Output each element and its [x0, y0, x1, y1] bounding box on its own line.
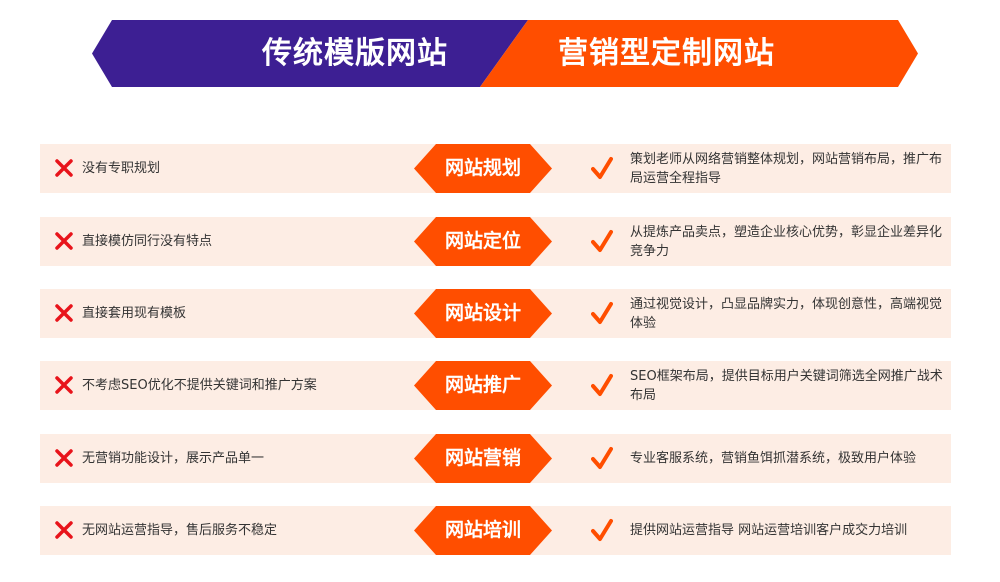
traditional-drawback: 无营销功能设计，展示产品单一: [82, 451, 265, 466]
check-icon: [591, 230, 613, 252]
check-icon: [591, 447, 613, 469]
marketing-benefit-text: 提供网站运营指导 网站运营培训客户成交力培训: [630, 523, 908, 538]
check-icon: [591, 519, 613, 541]
feature-badge: 网站设计: [414, 289, 552, 338]
feature-badge: 网站培训: [414, 506, 552, 555]
cross-icon: [55, 232, 73, 250]
marketing-benefit-text: SEO框架布局，提供目标用户关键词筛选全网推广战术布局: [630, 368, 943, 403]
traditional-drawback: 无网站运营指导，售后服务不稳定: [82, 523, 278, 538]
feature-badge: 网站营销: [414, 434, 552, 483]
comparison-banner: 传统模版网站 营销型定制网站: [92, 20, 918, 87]
check-icon: [591, 374, 613, 396]
marketing-benefit: 从提炼产品卖点，塑造企业核心优势，彰显企业差异化竞争力: [630, 217, 945, 266]
comparison-row: 直接模仿同行没有特点 网站定位 从提炼产品卖点，塑造企业核心优势，彰显企业差异化…: [40, 217, 951, 266]
marketing-benefit-text: 专业客服系统，营销鱼饵抓潜系统，极致用户体验: [630, 451, 917, 466]
cross-icon: [55, 521, 73, 539]
marketing-benefit: 策划老师从网络营销整体规划，网站营销布局，推广布局运营全程指导: [630, 144, 945, 193]
marketing-benefit-text: 策划老师从网络营销整体规划，网站营销布局，推广布局运营全程指导: [630, 151, 943, 186]
marketing-benefit: SEO框架布局，提供目标用户关键词筛选全网推广战术布局: [630, 361, 945, 410]
cross-icon: [55, 449, 73, 467]
banner-shape: [92, 20, 918, 87]
traditional-drawback: 直接套用现有模板: [82, 306, 187, 321]
traditional-title: 传统模版网站: [262, 36, 448, 71]
cross-icon: [55, 376, 73, 394]
comparison-row: 不考虑SEO优化不提供关键词和推广方案 网站推广 SEO框架布局，提供目标用户关…: [40, 361, 951, 410]
feature-badge-label: 网站推广: [444, 374, 521, 396]
feature-badge: 网站定位: [414, 217, 552, 266]
comparison-row: 没有专职规划 网站规划 策划老师从网络营销整体规划，网站营销布局，推广布局运营全…: [40, 144, 951, 193]
comparison-row: 无营销功能设计，展示产品单一 网站营销 专业客服系统，营销鱼饵抓潜系统，极致用户…: [40, 434, 951, 483]
comparison-row: 无网站运营指导，售后服务不稳定 网站培训 提供网站运营指导 网站运营培训客户成交…: [40, 506, 951, 555]
feature-badge: 网站推广: [414, 361, 552, 410]
comparison-row: 直接套用现有模板 网站设计 通过视觉设计，凸显品牌实力，体现创意性，高端视觉体验: [40, 289, 951, 338]
feature-badge-label: 网站定位: [444, 230, 521, 252]
feature-badge: 网站规划: [414, 144, 552, 193]
cross-icon: [55, 304, 73, 322]
feature-badge-label: 网站营销: [444, 447, 521, 469]
feature-badge-label: 网站培训: [444, 519, 521, 541]
feature-badge-label: 网站设计: [444, 302, 521, 324]
cross-icon: [55, 159, 73, 177]
check-icon: [591, 302, 613, 324]
marketing-benefit: 专业客服系统，营销鱼饵抓潜系统，极致用户体验: [630, 434, 945, 483]
traditional-drawback: 不考虑SEO优化不提供关键词和推广方案: [82, 378, 317, 393]
feature-badge-label: 网站规划: [444, 157, 521, 179]
marketing-benefit-text: 从提炼产品卖点，塑造企业核心优势，彰显企业差异化竞争力: [630, 224, 943, 259]
check-icon: [591, 157, 613, 179]
marketing-benefit: 提供网站运营指导 网站运营培训客户成交力培训: [630, 506, 945, 555]
marketing-benefit-text: 通过视觉设计，凸显品牌实力，体现创意性，高端视觉体验: [630, 296, 943, 331]
marketing-title: 营销型定制网站: [558, 36, 775, 71]
marketing-benefit: 通过视觉设计，凸显品牌实力，体现创意性，高端视觉体验: [630, 289, 945, 338]
traditional-drawback: 没有专职规划: [82, 161, 161, 176]
traditional-drawback: 直接模仿同行没有特点: [82, 234, 213, 249]
